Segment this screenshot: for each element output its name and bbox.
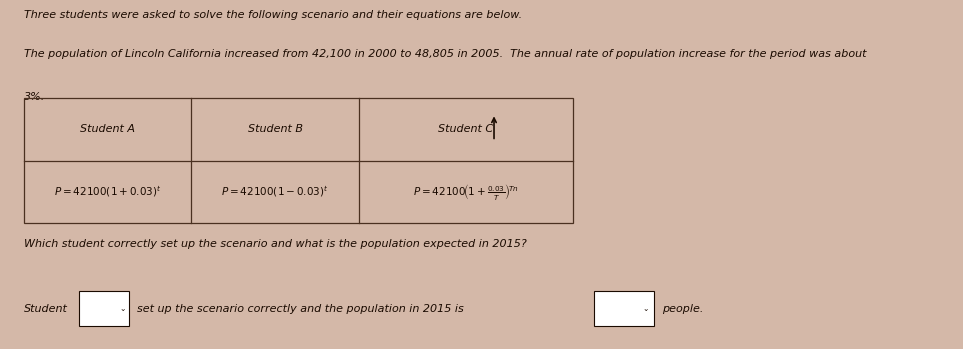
Bar (79, 291, 129, 326)
Text: $P = 42100\!\left(1 + \frac{0.03}{T}\right)^{\!Tn}$: $P = 42100\!\left(1 + \frac{0.03}{T}\rig… (413, 182, 519, 202)
Bar (24, 98, 573, 223)
Text: Three students were asked to solve the following scenario and their equations ar: Three students were asked to solve the f… (24, 10, 522, 21)
Text: people.: people. (662, 304, 703, 314)
Text: set up the scenario correctly and the population in 2015 is: set up the scenario correctly and the po… (137, 304, 463, 314)
Text: Student B: Student B (247, 124, 302, 134)
Text: Student A: Student A (80, 124, 135, 134)
Bar (594, 291, 654, 326)
Text: Student: Student (24, 304, 68, 314)
Text: $P = 42100(1 - 0.03)^{t}$: $P = 42100(1 - 0.03)^{t}$ (221, 185, 329, 199)
Text: Which student correctly set up the scenario and what is the population expected : Which student correctly set up the scena… (24, 239, 527, 249)
Text: 3%.: 3%. (24, 92, 45, 103)
Text: ⌄: ⌄ (119, 304, 125, 313)
Text: $P = 42100(1 + 0.03)^{t}$: $P = 42100(1 + 0.03)^{t}$ (54, 185, 162, 199)
Text: Student C: Student C (438, 124, 493, 134)
Text: The population of Lincoln California increased from 42,100 in 2000 to 48,805 in : The population of Lincoln California inc… (24, 49, 867, 59)
Text: ⌄: ⌄ (642, 304, 648, 313)
